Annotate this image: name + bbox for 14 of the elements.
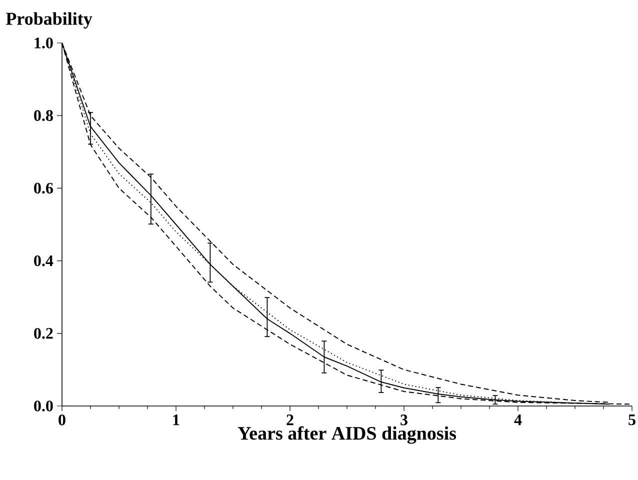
x-tick-label: 1 bbox=[173, 414, 180, 426]
x-tick-label: 0 bbox=[58, 414, 66, 426]
y-tick-label: 0.2 bbox=[34, 328, 53, 339]
x-tick-label: 5 bbox=[628, 414, 636, 426]
y-axis-title: Probability bbox=[6, 12, 92, 29]
y-tick-label: 0.0 bbox=[34, 400, 53, 412]
x-axis-title: Years after AIDS diagnosis bbox=[238, 426, 456, 444]
x-tick-label: 3 bbox=[400, 414, 408, 426]
y-tick-label: 0.4 bbox=[34, 255, 54, 266]
y-tick-label: 0.8 bbox=[34, 110, 53, 122]
x-tick-label: 4 bbox=[514, 414, 522, 426]
y-tick-label: 0.6 bbox=[34, 182, 53, 194]
x-tick-label: 2 bbox=[286, 414, 294, 426]
y-tick-label: 1.0 bbox=[34, 38, 53, 48]
